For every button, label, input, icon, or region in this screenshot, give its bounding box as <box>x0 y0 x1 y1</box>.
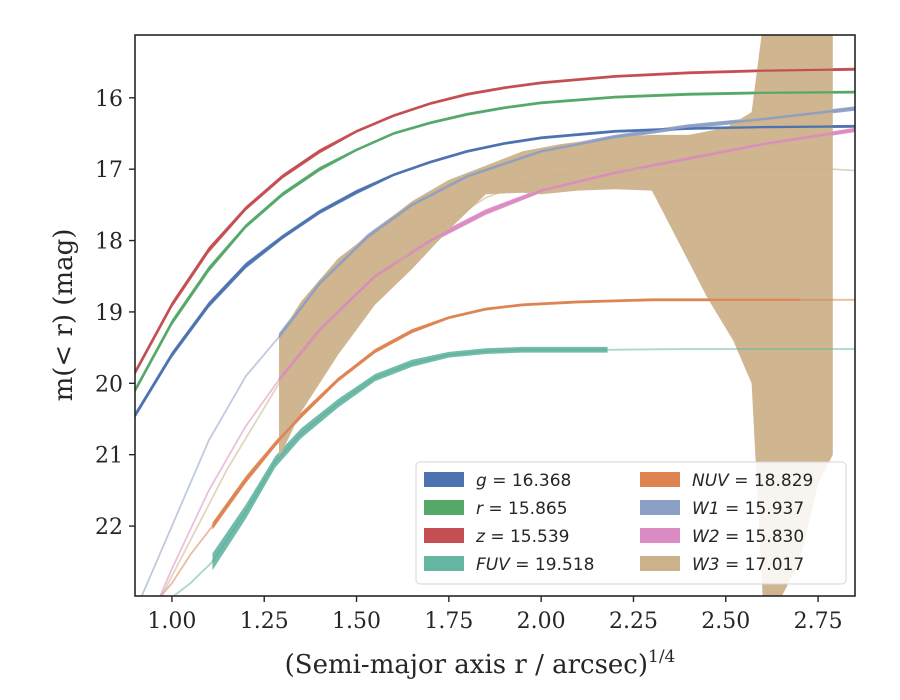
plot-frame <box>134 34 856 597</box>
legend-swatch-FUV <box>424 556 464 571</box>
y-tick-label: 21 <box>95 444 123 469</box>
legend-label-g: g = 16.368 <box>476 471 571 491</box>
y-tick-label: 18 <box>95 230 123 255</box>
legend-label-W2: W2 = 15.830 <box>692 527 804 547</box>
y-tick-label: 20 <box>95 372 123 397</box>
y-tick-label: 22 <box>95 515 123 540</box>
series-r-line <box>135 91 855 391</box>
x-tick-label: 1.25 <box>240 609 289 634</box>
legend-label-W3: W3 = 17.017 <box>692 555 804 575</box>
x-tick-label: 1.75 <box>424 609 473 634</box>
x-tick-label: 2.25 <box>609 609 658 634</box>
uncertainty-bands <box>135 35 855 596</box>
y-tick-label: 19 <box>95 301 123 326</box>
legend-label-z: z = 15.539 <box>475 527 569 547</box>
y-tick-label: 16 <box>95 87 123 112</box>
legend-swatch-NUV <box>640 472 680 487</box>
legend-swatch-g <box>424 472 464 487</box>
x-tick-label: 2.50 <box>701 609 750 634</box>
legend-label-W1: W1 = 15.937 <box>692 499 804 519</box>
series-lines <box>135 68 855 596</box>
series-NUV-line <box>211 298 800 527</box>
series-FUV-line <box>211 348 608 563</box>
series-FUV-extrapolated <box>607 348 855 351</box>
x-tick-label: 2.00 <box>517 609 566 634</box>
series-FUV-extrapolated <box>172 561 214 596</box>
x-axis-label-exponent: 1/4 <box>648 647 675 667</box>
series-W2-extrapolated <box>159 379 280 596</box>
x-tick-label: 1.50 <box>332 609 381 634</box>
y-axis-label: m(< r) (mag) <box>49 229 79 402</box>
legend-label-NUV: NUV = 18.829 <box>692 471 813 491</box>
legend-swatch-r <box>424 500 464 515</box>
series-W2-line <box>278 128 855 381</box>
series-z-line <box>135 68 855 374</box>
legend-box <box>415 461 847 585</box>
series-W1-line <box>278 107 855 338</box>
y-axis-ticks: 16 17 18 19 20 21 22 <box>95 87 135 540</box>
series-W1-extrapolated <box>140 336 280 596</box>
series-W3-extrapolated <box>160 382 280 596</box>
legend-swatch-W3 <box>640 556 680 571</box>
y-tick-label: 17 <box>95 158 123 183</box>
legend-label-FUV: FUV = 19.518 <box>476 555 594 575</box>
legend: g = 16.368 r = 15.865 z = 15.539 FUV = 19.5… <box>415 461 847 585</box>
legend-label-r: r = 15.865 <box>476 499 568 519</box>
x-axis-label: (Semi-major axis r / arcsec)1/4 <box>285 647 676 680</box>
series-W3-band <box>279 35 833 596</box>
series-W3-line <box>278 168 855 384</box>
legend-swatch-W2 <box>640 528 680 543</box>
x-axis-ticks: 1.00 1.25 1.50 1.75 2.00 2.25 2.50 2.75 <box>147 596 843 634</box>
x-tick-label: 1.00 <box>147 609 196 634</box>
legend-swatch-W1 <box>640 500 680 515</box>
x-tick-label: 2.75 <box>794 609 843 634</box>
legend-swatch-z <box>424 528 464 543</box>
series-g-line <box>135 125 855 416</box>
